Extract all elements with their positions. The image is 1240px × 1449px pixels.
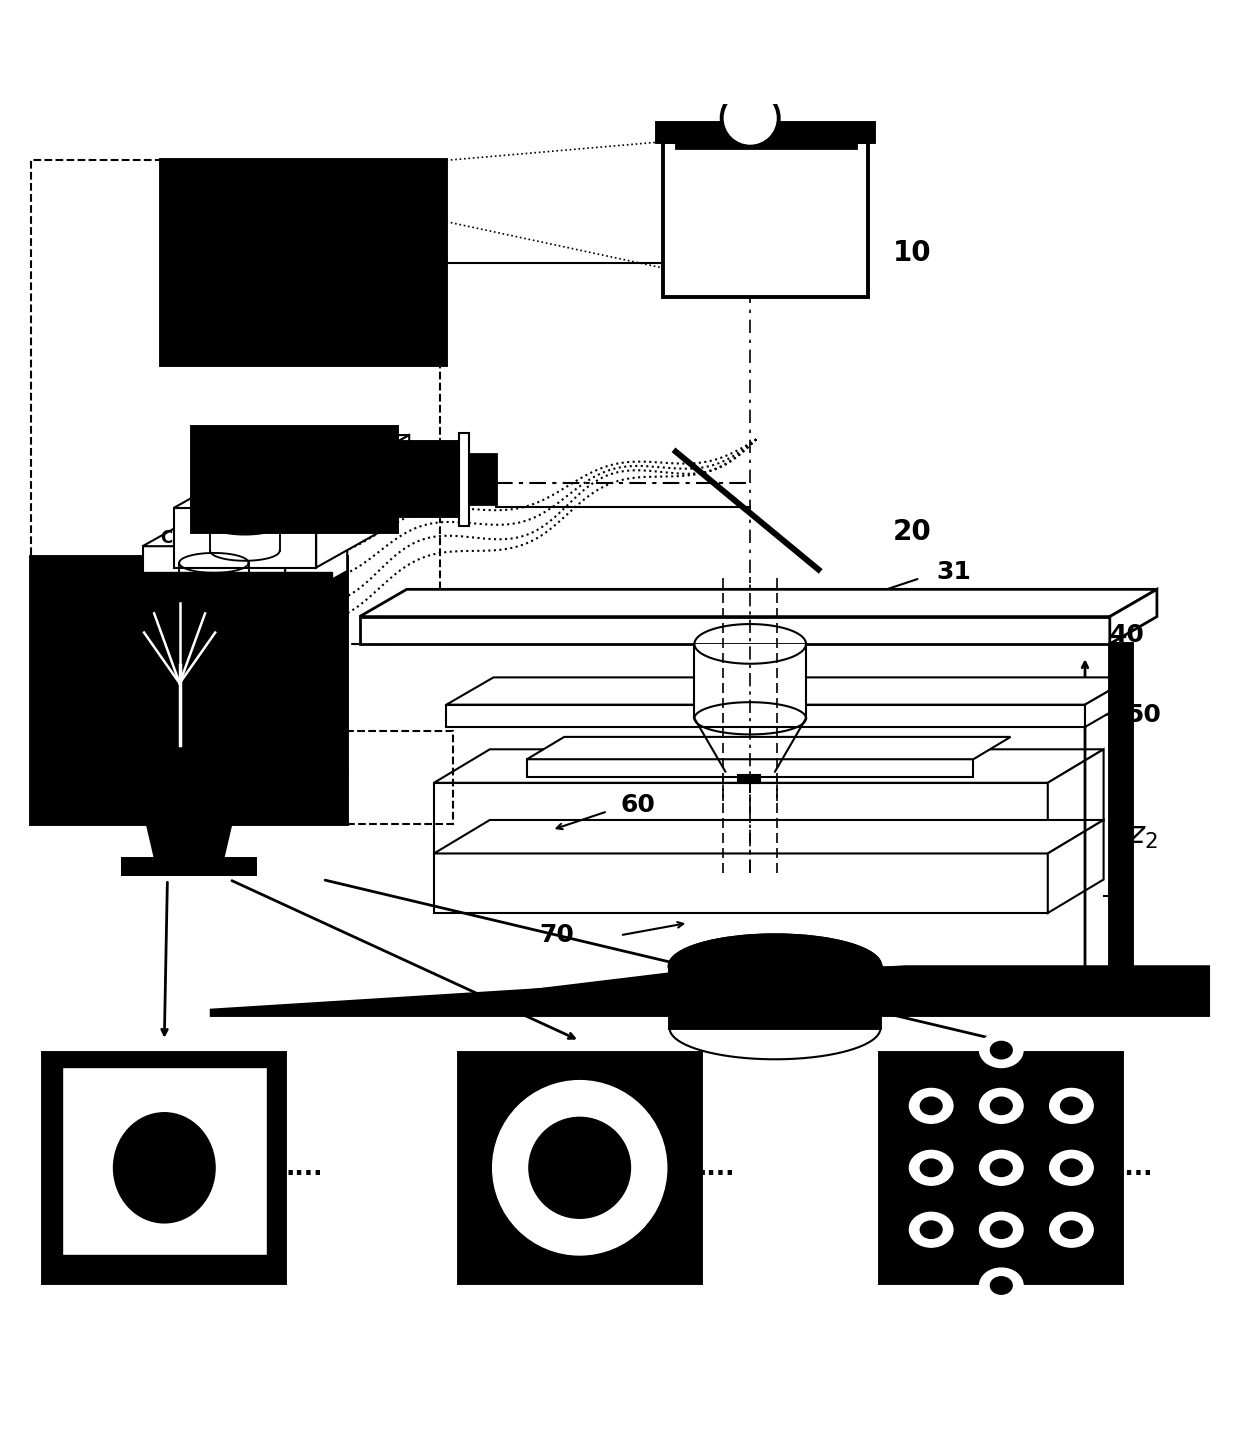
Polygon shape: [434, 782, 1048, 855]
Bar: [1110, 643, 1132, 1010]
Bar: [459, 433, 469, 526]
Text: 31: 31: [936, 559, 971, 584]
Ellipse shape: [980, 1268, 1023, 1303]
Bar: [397, 442, 465, 516]
Polygon shape: [1110, 590, 1157, 643]
Polygon shape: [254, 549, 316, 643]
Bar: [192, 427, 397, 532]
Circle shape: [722, 90, 779, 146]
Text: B: B: [131, 562, 144, 580]
Polygon shape: [112, 584, 254, 643]
Bar: [694, 643, 806, 719]
Ellipse shape: [920, 1159, 942, 1177]
Bar: [46, 572, 332, 778]
Text: 70: 70: [539, 923, 574, 948]
Polygon shape: [211, 966, 1209, 1016]
Polygon shape: [434, 749, 1104, 782]
Ellipse shape: [1060, 1222, 1083, 1239]
Polygon shape: [1048, 820, 1104, 913]
Ellipse shape: [1049, 1151, 1094, 1185]
Polygon shape: [174, 474, 378, 509]
Bar: [161, 161, 446, 365]
Ellipse shape: [980, 1088, 1023, 1123]
Bar: [459, 1053, 701, 1282]
Polygon shape: [143, 511, 347, 546]
Ellipse shape: [980, 1033, 1023, 1068]
Polygon shape: [211, 966, 1209, 1016]
Polygon shape: [527, 759, 973, 777]
Polygon shape: [1085, 677, 1132, 727]
Polygon shape: [112, 549, 316, 584]
Bar: [657, 123, 874, 142]
Bar: [62, 1066, 267, 1255]
Bar: [676, 138, 856, 148]
Polygon shape: [446, 704, 1085, 727]
Ellipse shape: [1049, 1088, 1094, 1123]
Text: A: A: [103, 594, 115, 611]
Ellipse shape: [980, 1151, 1023, 1185]
Polygon shape: [360, 617, 1110, 643]
Ellipse shape: [991, 1159, 1012, 1177]
Polygon shape: [446, 677, 1132, 704]
Bar: [122, 858, 258, 875]
Text: D: D: [188, 497, 202, 516]
Bar: [670, 966, 880, 1029]
Ellipse shape: [670, 935, 880, 997]
Ellipse shape: [991, 1277, 1012, 1294]
Ellipse shape: [529, 1117, 630, 1219]
Text: ....: ....: [1116, 1156, 1153, 1181]
Ellipse shape: [991, 1097, 1012, 1114]
Ellipse shape: [909, 1088, 954, 1123]
Polygon shape: [285, 511, 347, 606]
Text: 30: 30: [229, 655, 268, 682]
Text: C: C: [160, 529, 172, 548]
Bar: [880, 1053, 1122, 1282]
Text: ....: ....: [698, 1156, 735, 1181]
Text: 60: 60: [620, 793, 655, 817]
Bar: [31, 161, 440, 643]
Bar: [663, 142, 868, 297]
Ellipse shape: [920, 1097, 942, 1114]
Text: $z_2$: $z_2$: [1128, 822, 1158, 851]
Ellipse shape: [114, 1113, 215, 1223]
Polygon shape: [143, 546, 285, 606]
Text: 40: 40: [1110, 623, 1145, 648]
Bar: [347, 730, 453, 823]
Polygon shape: [211, 935, 1209, 1016]
Polygon shape: [205, 469, 347, 529]
Polygon shape: [174, 509, 316, 568]
Ellipse shape: [991, 1042, 1012, 1059]
Ellipse shape: [980, 1213, 1023, 1248]
Bar: [465, 454, 496, 504]
Polygon shape: [527, 738, 1011, 759]
Bar: [43, 1053, 285, 1282]
Ellipse shape: [991, 1222, 1012, 1239]
Polygon shape: [434, 820, 1104, 853]
Polygon shape: [360, 590, 1157, 617]
Ellipse shape: [1049, 1213, 1094, 1248]
Text: 20: 20: [893, 519, 931, 546]
Polygon shape: [1048, 749, 1104, 855]
Bar: [738, 775, 760, 782]
Text: ....: ....: [285, 1156, 322, 1181]
Polygon shape: [146, 823, 233, 861]
Ellipse shape: [1060, 1097, 1083, 1114]
Ellipse shape: [909, 1151, 954, 1185]
Ellipse shape: [492, 1081, 667, 1255]
Text: 50: 50: [1126, 703, 1161, 726]
Ellipse shape: [909, 1213, 954, 1248]
Text: 10: 10: [893, 239, 931, 267]
Ellipse shape: [920, 1222, 942, 1239]
Polygon shape: [205, 435, 409, 469]
Ellipse shape: [1060, 1159, 1083, 1177]
Polygon shape: [347, 435, 409, 529]
Polygon shape: [434, 853, 1048, 913]
Bar: [31, 556, 347, 823]
Polygon shape: [316, 474, 378, 568]
